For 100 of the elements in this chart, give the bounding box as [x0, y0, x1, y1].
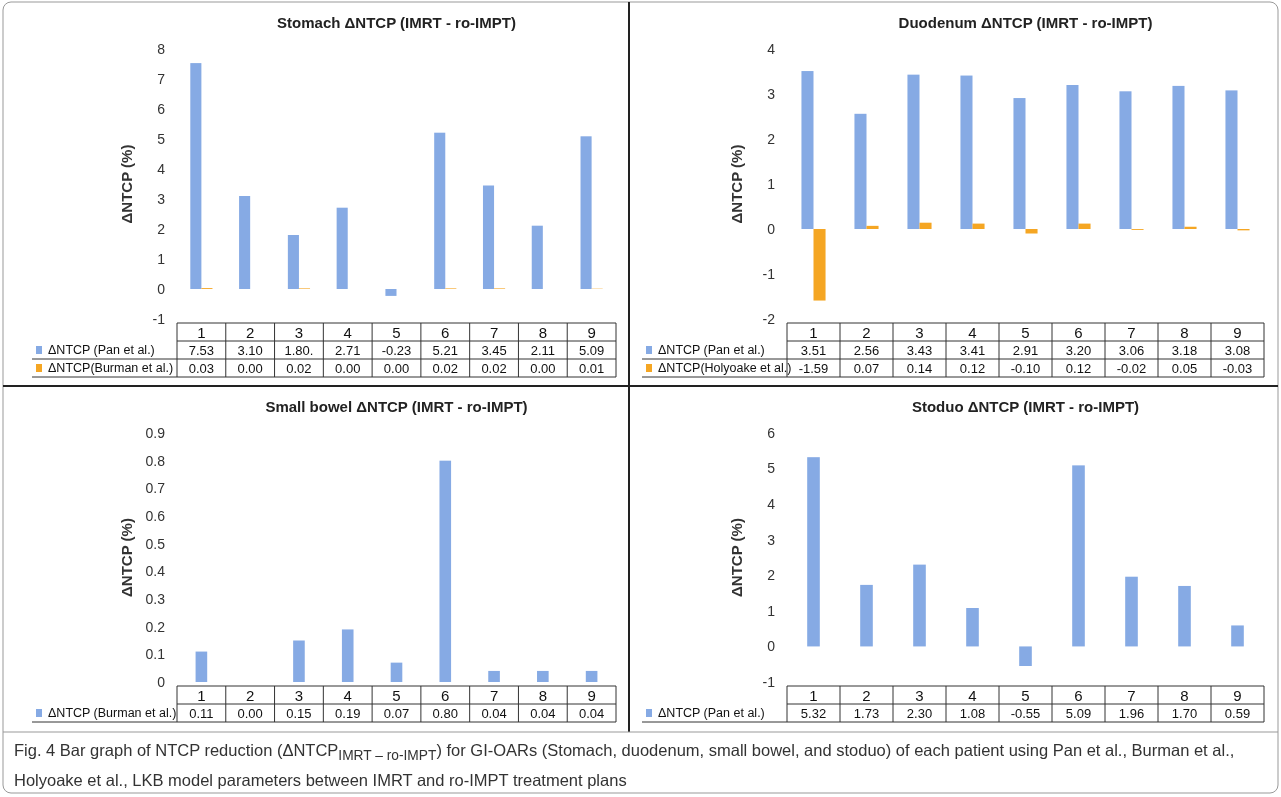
- y-tick-label: 1: [157, 250, 166, 267]
- data-label: 3.10: [237, 342, 263, 358]
- bar: [972, 223, 985, 229]
- x-tick-label: 6: [441, 687, 450, 705]
- x-tick-label: 8: [538, 687, 548, 705]
- data-label: 3.18: [1171, 342, 1198, 358]
- bar: [907, 74, 920, 229]
- bar: [537, 670, 549, 682]
- bar: [385, 289, 397, 296]
- data-label: 2.56: [853, 342, 880, 358]
- y-tick-label: 0: [157, 673, 166, 690]
- data-label: 2.30: [906, 705, 933, 721]
- data-label: -0.23: [381, 342, 412, 358]
- y-tick-label: 1: [767, 602, 776, 619]
- y-axis-title: ΔNTCP (%): [118, 144, 135, 224]
- legend-label: ΔNTCP(Holyoake et al.): [658, 361, 792, 376]
- bar: [195, 651, 208, 682]
- y-tick-label: 5: [157, 130, 166, 147]
- x-tick-label: 2: [245, 687, 255, 705]
- y-axis-title: ΔNTCP (%): [728, 518, 745, 597]
- y-tick-label: 0.7: [145, 480, 166, 497]
- y-tick-label: 0: [767, 220, 776, 237]
- x-tick-label: 7: [1127, 324, 1136, 342]
- data-label: 5.21: [432, 342, 458, 358]
- x-tick-label: 7: [489, 687, 499, 705]
- data-label: 0.01: [578, 360, 605, 376]
- x-tick-label: 5: [392, 687, 401, 705]
- legend-label: ΔNTCP(Burman et al.): [48, 361, 174, 376]
- y-tick-label: 3: [767, 531, 776, 548]
- data-label: 0.00: [237, 705, 263, 721]
- y-tick-label: 0: [767, 638, 776, 655]
- bar: [531, 225, 543, 289]
- data-label: 0.12: [959, 360, 986, 376]
- x-tick-label: 1: [197, 324, 206, 342]
- data-label: 5.09: [1065, 705, 1092, 721]
- legend-label: ΔNTCP (Pan et al.): [658, 706, 765, 721]
- data-label: 0.00: [383, 360, 410, 376]
- bar: [860, 584, 873, 647]
- data-label: 1.70: [1171, 705, 1198, 721]
- bar: [439, 460, 452, 682]
- x-tick-label: 8: [538, 324, 548, 342]
- bar: [1119, 91, 1132, 229]
- y-tick-label: 6: [767, 424, 776, 441]
- data-label: 3.51: [800, 342, 827, 358]
- data-label: 0.00: [237, 360, 263, 376]
- data-label: 0.59: [1224, 705, 1251, 721]
- x-tick-label: 2: [862, 324, 871, 342]
- bar: [1013, 98, 1026, 229]
- bar: [293, 640, 305, 682]
- x-tick-label: 9: [1233, 324, 1242, 342]
- y-tick-label: 4: [767, 40, 776, 57]
- y-tick-label: 0.4: [145, 563, 166, 580]
- bar: [919, 222, 932, 229]
- data-label: -0.10: [1010, 360, 1041, 376]
- chart-title: Duodenum ΔNTCP (IMRT - ro-IMPT): [898, 14, 1153, 31]
- x-tick-label: 9: [587, 687, 596, 705]
- data-label: 2.11: [530, 342, 556, 358]
- data-label: 0.04: [578, 705, 605, 721]
- bar: [960, 75, 973, 229]
- x-tick-label: 1: [197, 687, 206, 705]
- chart-title: Stomach ΔNTCP (IMRT - ro-IMPT): [277, 14, 516, 31]
- caption: Fig. 4 Bar graph of NTCP reduction (ΔNTCP$_{IMRT – ro-IMPT}$) for GI-OARs (Stomach, duodenum, small bowel, and stoduo) of each patient using Pan et al., Burman et al., Holyoake et al., LKB model parameters between IMRT and ro-IMPT treatment plans: [14, 740, 1236, 792]
- bar: [913, 564, 926, 647]
- data-label: 3.45: [481, 342, 507, 358]
- bar: [434, 132, 446, 289]
- data-label: 7.53: [188, 342, 215, 358]
- data-label: 0.03: [188, 360, 215, 376]
- x-tick-label: 8: [1180, 324, 1189, 342]
- data-label: 3.06: [1118, 342, 1145, 358]
- bar: [482, 185, 495, 289]
- y-tick-label: 2: [767, 567, 776, 584]
- bar: [801, 71, 814, 229]
- data-label: 0.12: [1065, 360, 1092, 376]
- y-tick-label: 0: [157, 280, 166, 297]
- bar: [1178, 585, 1191, 647]
- data-label: 3.43: [906, 342, 933, 358]
- y-axis-title: ΔNTCP (%): [728, 144, 745, 224]
- bar: [1025, 229, 1038, 234]
- x-tick-label: 3: [294, 687, 304, 705]
- bar: [1231, 625, 1244, 647]
- y-tick-label: 0.2: [145, 618, 166, 635]
- y-tick-label: -1: [762, 673, 776, 690]
- bar: [854, 113, 867, 229]
- data-label: 0.07: [853, 360, 880, 376]
- data-label: 0.14: [906, 360, 933, 376]
- data-label: 0.04: [530, 705, 556, 721]
- data-label: 2.91: [1012, 342, 1039, 358]
- y-tick-label: -1: [762, 265, 776, 282]
- data-label: 0.05: [1171, 360, 1198, 376]
- data-label: 3.20: [1065, 342, 1092, 358]
- bar: [866, 225, 879, 229]
- y-tick-label: -2: [762, 310, 776, 327]
- x-tick-label: 5: [1021, 687, 1030, 705]
- bar: [239, 196, 251, 289]
- data-label: 0.80: [432, 705, 458, 721]
- bar: [585, 670, 598, 682]
- bar: [580, 136, 592, 289]
- bar: [390, 662, 403, 682]
- data-label: 1.96: [1118, 705, 1145, 721]
- data-label: 0.15: [286, 705, 312, 721]
